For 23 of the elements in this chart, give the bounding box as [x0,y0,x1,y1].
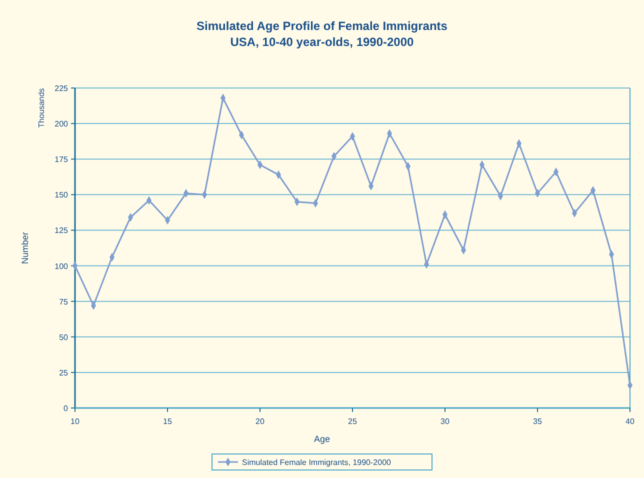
y-tick-label: 150 [54,190,69,200]
x-tick-label: 40 [626,417,635,426]
x-tick-label: 25 [348,417,358,426]
x-tick-label: 30 [440,417,450,426]
y-tick-label: 175 [54,155,69,164]
chart-subtitle: USA, 10-40 year-olds, 1990-2000 [230,35,414,49]
y-tick-label: 25 [59,368,69,378]
x-tick-label: 15 [163,417,172,426]
text: Thousands [37,88,46,128]
y-axis-title: Number [20,232,30,264]
chart-title: Simulated Age Profile of Female Immigrants [196,19,448,33]
x-tick-label: 20 [256,417,265,426]
y-tick-label: 200 [54,120,69,129]
legend-label: Simulated Female Immigrants, 1990-2000 [242,458,392,467]
y-tick-label: 0 [64,404,69,413]
x-axis-title: Age [314,434,330,444]
x-tick-label: 35 [533,417,542,426]
y-tick-label: 125 [54,226,69,236]
y-tick-label: 75 [59,297,69,306]
x-tick-label: 10 [70,417,80,426]
y-tick-label: 100 [54,262,69,271]
y-tick-label: 50 [59,332,69,342]
y-tick-label: 225 [54,84,69,93]
